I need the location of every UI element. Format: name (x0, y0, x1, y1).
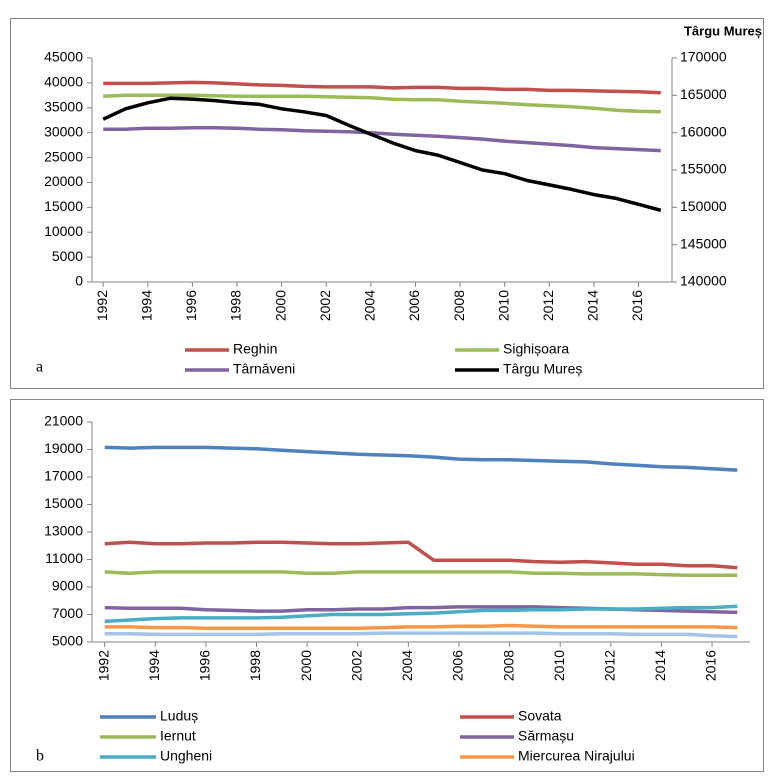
x-tick-label: 1998 (247, 650, 263, 681)
legend-label: Sighișoara (503, 341, 569, 357)
y-tick-label: 13000 (44, 523, 83, 539)
x-tick-label: 1992 (95, 650, 111, 681)
y-tick-label: 5000 (52, 633, 83, 649)
x-tick-label: 2012 (602, 650, 618, 681)
legend-label: Sovata (518, 708, 562, 724)
y-tick-label: 15000 (44, 198, 83, 214)
x-tick-label: 2010 (551, 650, 567, 681)
y-tick-label: 0 (75, 273, 83, 289)
legend-label: Târnăveni (233, 361, 295, 377)
series-line (103, 125, 661, 153)
x-tick-label: 1998 (228, 290, 244, 321)
panel-label: b (36, 748, 44, 765)
series-line (104, 623, 738, 631)
x-tick-label: 1996 (197, 650, 213, 681)
series-line (104, 604, 738, 624)
panel-label: a (36, 359, 43, 376)
y-tick-label: 15000 (44, 495, 83, 511)
series-line (102, 96, 662, 212)
x-tick-label: 2004 (362, 290, 378, 321)
y-tick-label: 30000 (44, 123, 83, 139)
y2-tick-label: 160000 (680, 123, 727, 139)
y-tick-label: 45000 (44, 49, 83, 65)
y-tick-label: 35000 (44, 98, 83, 114)
y-tick-label: 9000 (52, 578, 83, 594)
y-tick-label: 21000 (44, 413, 83, 429)
y-tick-label: 5000 (52, 248, 83, 264)
x-tick-label: 2010 (495, 290, 511, 321)
x-tick-label: 2002 (317, 290, 333, 321)
series-line (104, 445, 738, 472)
y-tick-label: 40000 (44, 74, 83, 90)
y2-tick-label: 165000 (680, 86, 727, 102)
y2-tick-label: 150000 (680, 198, 727, 214)
legend-label: Ungheni (160, 748, 212, 764)
y-tick-label: 10000 (44, 223, 83, 239)
x-tick-label: 1994 (138, 290, 154, 321)
panel-a-border (10, 18, 764, 389)
x-tick-label: 2008 (451, 290, 467, 321)
x-tick-label: 2016 (629, 290, 645, 321)
legend-label: Miercurea Nirajului (518, 748, 635, 764)
y-tick-label: 19000 (44, 440, 83, 456)
y-tick-label: 20000 (44, 173, 83, 189)
y-tick-label: 7000 (52, 605, 83, 621)
y-tick-label: 25000 (44, 148, 83, 164)
x-tick-label: 2006 (450, 650, 466, 681)
legend-label: Sărmașu (518, 728, 574, 744)
x-tick-label: 2014 (585, 290, 601, 321)
series-line (104, 631, 738, 639)
y2-tick-label: 145000 (680, 235, 727, 251)
x-tick-label: 2016 (703, 650, 719, 681)
x-tick-label: 2014 (652, 650, 668, 681)
y2-tick-label: 155000 (680, 161, 727, 177)
legend-label: Reghin (233, 341, 277, 357)
x-tick-label: 1994 (146, 650, 162, 681)
series-line (104, 540, 738, 570)
legend-label: Târgu Mureș (503, 361, 582, 377)
y2-tick-label: 170000 (680, 49, 727, 65)
legend-label: Iernut (160, 728, 196, 744)
series-line (103, 80, 661, 95)
x-tick-label: 2000 (298, 650, 314, 681)
x-tick-label: 2000 (272, 290, 288, 321)
x-tick-label: 2006 (406, 290, 422, 321)
y-tick-label: 11000 (45, 550, 83, 566)
series-line (103, 93, 661, 114)
panel-b-border (10, 399, 764, 772)
x-tick-label: 1992 (94, 290, 110, 321)
y2-tick-label: 140000 (680, 273, 727, 289)
x-tick-label: 2004 (399, 650, 415, 681)
x-tick-label: 2002 (348, 650, 364, 681)
y2-axis-title: Târgu Mureș (684, 23, 762, 38)
series-line (104, 570, 738, 578)
x-tick-label: 2012 (540, 290, 556, 321)
y-tick-label: 17000 (44, 468, 83, 484)
x-tick-label: 1996 (183, 290, 199, 321)
legend-label: Luduș (160, 708, 198, 724)
x-tick-label: 2008 (500, 650, 516, 681)
